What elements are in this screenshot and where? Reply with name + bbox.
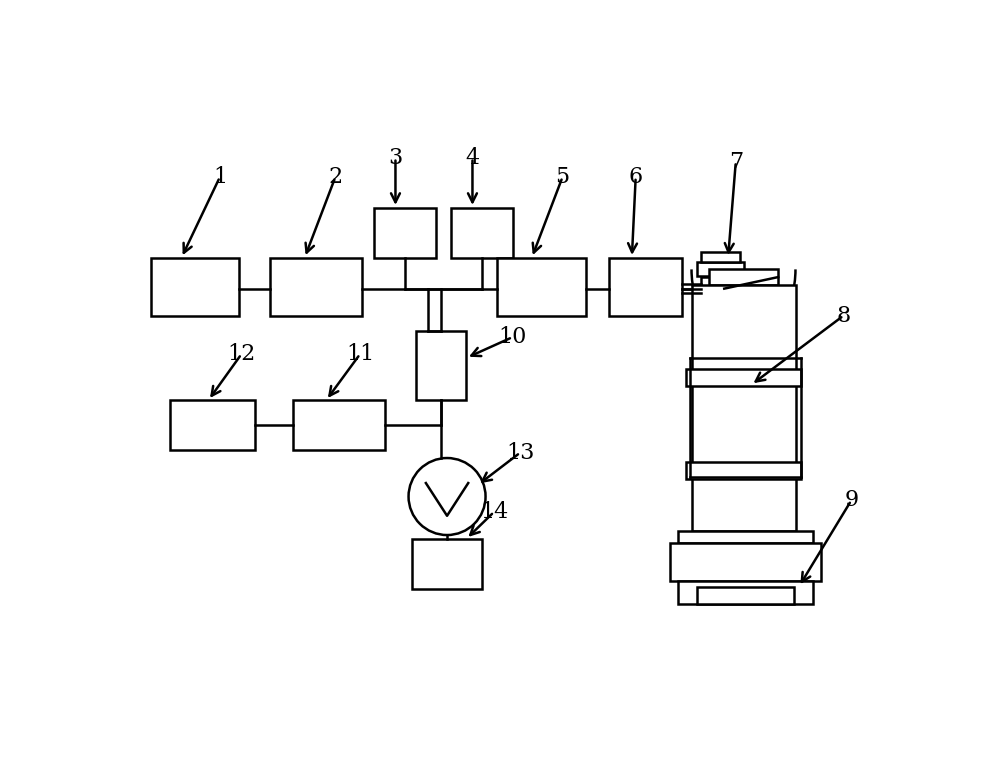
Bar	[697, 261, 744, 275]
Bar	[701, 252, 740, 261]
Text: 7: 7	[729, 151, 743, 172]
Text: 3: 3	[388, 147, 403, 168]
Bar	[678, 531, 813, 543]
Bar	[170, 401, 255, 451]
Bar	[670, 543, 820, 581]
Bar	[451, 208, 512, 258]
Text: 2: 2	[328, 166, 342, 188]
Bar	[686, 462, 801, 479]
Text: 4: 4	[465, 147, 480, 168]
Bar	[709, 269, 778, 285]
Text: 11: 11	[346, 343, 374, 365]
Bar	[293, 401, 385, 451]
Text: 1: 1	[213, 166, 227, 188]
Bar	[701, 277, 724, 300]
Bar	[692, 285, 796, 531]
Text: 13: 13	[506, 441, 534, 464]
Bar	[374, 208, 436, 258]
Text: 9: 9	[844, 489, 858, 511]
Text: 10: 10	[498, 326, 527, 348]
Bar	[412, 539, 482, 589]
Text: 6: 6	[629, 166, 643, 188]
Text: 8: 8	[836, 305, 851, 327]
Bar	[609, 258, 682, 315]
Bar	[697, 588, 794, 604]
Bar	[678, 581, 813, 604]
Bar	[686, 369, 801, 386]
Text: 14: 14	[480, 501, 508, 523]
Text: 12: 12	[227, 343, 256, 365]
Bar	[416, 331, 466, 401]
Bar	[497, 258, 586, 315]
Bar	[270, 258, 362, 315]
Text: 5: 5	[555, 166, 570, 188]
Bar	[151, 258, 239, 315]
